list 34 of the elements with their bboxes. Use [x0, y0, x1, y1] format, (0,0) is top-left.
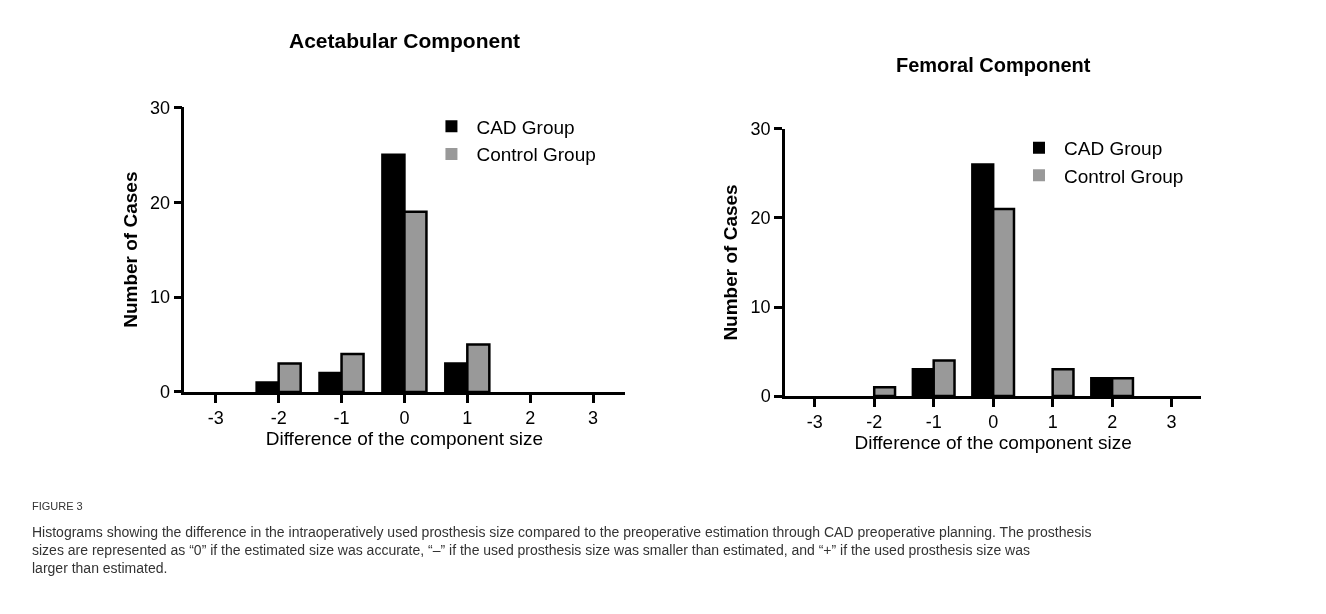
chart-title: Femoral Component — [896, 54, 1091, 76]
y-tick-label: 0 — [760, 386, 771, 407]
x-tick-label: -1 — [333, 408, 350, 429]
x-tick-label: -2 — [866, 412, 883, 433]
x-tick-label: -3 — [806, 412, 823, 433]
y-tick-label: 20 — [750, 208, 771, 229]
y-tick-label: 20 — [149, 192, 170, 213]
caption: FIGURE 3 — [32, 500, 83, 512]
y-tick-label: 0 — [159, 382, 170, 403]
x-tick-label: 3 — [1166, 412, 1177, 433]
y-axis-title: Number of Cases — [720, 184, 742, 341]
y-axis-title: Number of Cases — [119, 171, 141, 328]
x-tick-label: 0 — [988, 412, 999, 433]
y-tick-label: 10 — [149, 287, 170, 308]
x-tick-label: 2 — [525, 408, 536, 429]
y-tick-label: 10 — [750, 297, 771, 318]
legend-label: CAD Group — [1063, 138, 1163, 160]
y-tick-label: 30 — [750, 119, 771, 140]
x-tick-label: -1 — [925, 412, 942, 433]
legend-label: Control Group — [476, 144, 596, 166]
y-tick-label: 30 — [149, 97, 170, 118]
x-tick-label: 2 — [1107, 412, 1118, 433]
x-tick-label: 1 — [1047, 412, 1058, 433]
x-tick-label: -3 — [207, 408, 224, 429]
legend-label: Control Group — [1063, 165, 1184, 187]
x-tick-label: 3 — [588, 408, 599, 429]
x-tick-label: 1 — [462, 408, 473, 429]
text: Histograms showing the difference in the intraoperatively used prosthesis size compared to the preoperative estimation through CAD preoperative planning. The prosthesis sizes are represented as “0” if the estimated size was accurate, “–” if the used prosthesis size was smaller than estimated, and “+” if the used prosthesis size was larger than estimated. — [32, 524, 1092, 577]
chart-title: Acetabular Component — [289, 29, 521, 52]
legend-label: CAD Group — [476, 116, 575, 138]
x-tick-label: 0 — [399, 408, 410, 429]
x-tick-label: -2 — [270, 408, 287, 429]
x-axis-title: Difference of the component size — [854, 432, 1132, 454]
x-axis-title: Difference of the component size — [265, 428, 544, 450]
